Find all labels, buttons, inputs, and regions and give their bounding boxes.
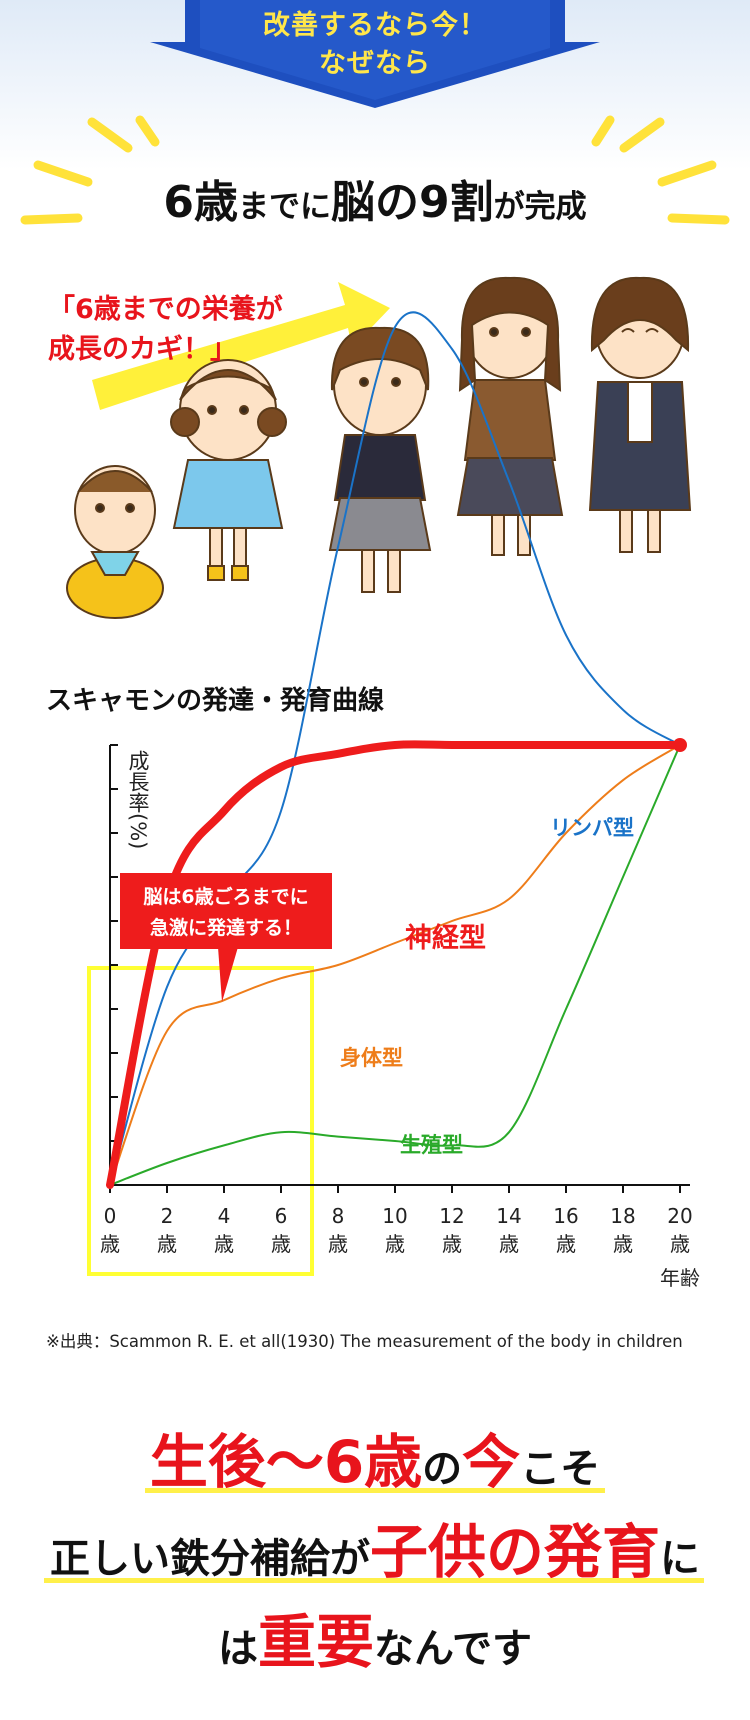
nutrition-callout: 「6歳までの栄養が 成長のカギ！」: [48, 290, 283, 370]
x-tick-label: 8: [332, 1204, 345, 1228]
banner-line1: 改善するなら今！: [263, 10, 487, 41]
children-growth-illustration: [66, 276, 692, 619]
source-citation: ※出典：Scammon R. E. et all(1930) The measu…: [46, 1332, 683, 1351]
message-no: の: [422, 1446, 463, 1492]
baby-figure: [66, 465, 164, 619]
message-now: 今: [462, 1428, 521, 1496]
x-tick-unit: 歳: [499, 1232, 519, 1256]
x-tick-label: 16: [553, 1204, 578, 1228]
x-tick-unit: 歳: [271, 1232, 291, 1256]
series-label: 身体型: [340, 1046, 403, 1070]
sunburst-decoration: [20, 115, 730, 225]
series-line-2: [109, 744, 681, 1186]
headline: 6歳までに脳の9割が完成: [0, 166, 750, 230]
series-endpoint: [673, 738, 687, 752]
message-important: 重要: [257, 1608, 374, 1676]
message-age-range: 生後〜6歳: [149, 1428, 423, 1496]
schoolgirl-figure: [328, 326, 432, 593]
message-ni: に: [660, 1536, 700, 1582]
x-tick-label: 20: [667, 1204, 692, 1228]
x-tick-unit: 歳: [556, 1232, 576, 1256]
message-desu: なんです: [374, 1626, 532, 1672]
x-tick-label: 2: [161, 1204, 174, 1228]
x-tick-label: 12: [439, 1204, 464, 1228]
headline-until: までに: [238, 189, 331, 225]
woman-figure: [588, 276, 692, 553]
series-line-1: [106, 740, 684, 1189]
x-tick-unit: 歳: [613, 1232, 633, 1256]
series-label: 神経型: [405, 922, 486, 954]
x-tick-label: 18: [610, 1204, 635, 1228]
x-tick-unit: 歳: [385, 1232, 405, 1256]
banner-arrow: [150, 0, 600, 108]
x-tick-label: 14: [496, 1204, 521, 1228]
y-axis-ticks: [110, 744, 118, 1142]
x-axis-label: 年齢: [660, 1266, 700, 1290]
series-line-3: [109, 744, 681, 1186]
kindergarten-girl-figure: [170, 359, 287, 581]
message-iron: 正しい鉄分補給が: [49, 1536, 370, 1582]
annotation-line2: 急激に発達する！: [150, 916, 302, 939]
series-label: 生殖型: [400, 1133, 463, 1157]
x-tick-unit: 歳: [100, 1232, 120, 1256]
chart-title: スキャモンの発達・発育曲線: [46, 686, 385, 716]
underline-1: [145, 1488, 605, 1493]
callout-line1: 「6歳までの栄養が: [48, 294, 283, 325]
x-tick-label: 4: [218, 1204, 231, 1228]
x-tick-unit: 歳: [442, 1232, 462, 1256]
message-line2: 正しい鉄分補給が子供の発育に: [0, 1505, 750, 1589]
headline-age: 6歳: [163, 177, 238, 228]
brain-development-highlight-box: [87, 966, 314, 1276]
message-line3: は重要なんです: [0, 1595, 750, 1679]
x-tick-unit: 歳: [328, 1232, 348, 1256]
x-tick-label: 0: [104, 1204, 117, 1228]
brain-annotation-callout: 脳は6歳ごろまでに 急激に発達する！: [120, 873, 332, 1002]
scammon-growth-chart: 0 歳 2 歳 4 歳 6 歳 8 歳 10 歳 12 歳 14 歳 16 歳 18 歳 20 歳 リンパ型神経型身体型生…: [87, 311, 700, 1290]
y-axis-label: 成長率(%): [126, 750, 150, 849]
headline-complete: が完成: [493, 189, 587, 225]
banner-line2: なぜなら: [319, 48, 431, 79]
x-tick-unit: 歳: [157, 1232, 177, 1256]
x-tick-label: 6: [275, 1204, 288, 1228]
message-child-growth: 子供の発育: [369, 1518, 660, 1586]
x-axis-ticks: 0 歳 2 歳 4 歳 6 歳 8 歳 10 歳 12 歳 14 歳 16 歳 18 歳 20 歳: [100, 1185, 693, 1256]
growth-arrow: [92, 282, 390, 410]
student-figure: [456, 276, 564, 556]
headline-brain: 脳の9割: [331, 177, 494, 228]
x-tick-unit: 歳: [670, 1232, 690, 1256]
message-koso: こそ: [520, 1446, 601, 1492]
series-label: リンパ型: [550, 816, 634, 840]
message-wa: は: [217, 1626, 258, 1672]
x-tick-label: 10: [382, 1204, 407, 1228]
underline-2: [44, 1578, 704, 1583]
x-tick-unit: 歳: [214, 1232, 234, 1256]
message-line1: 生後〜6歳の今こそ: [0, 1415, 750, 1499]
annotation-line1: 脳は6歳ごろまでに: [142, 885, 308, 908]
callout-line2: 成長のカギ！」: [48, 334, 237, 365]
